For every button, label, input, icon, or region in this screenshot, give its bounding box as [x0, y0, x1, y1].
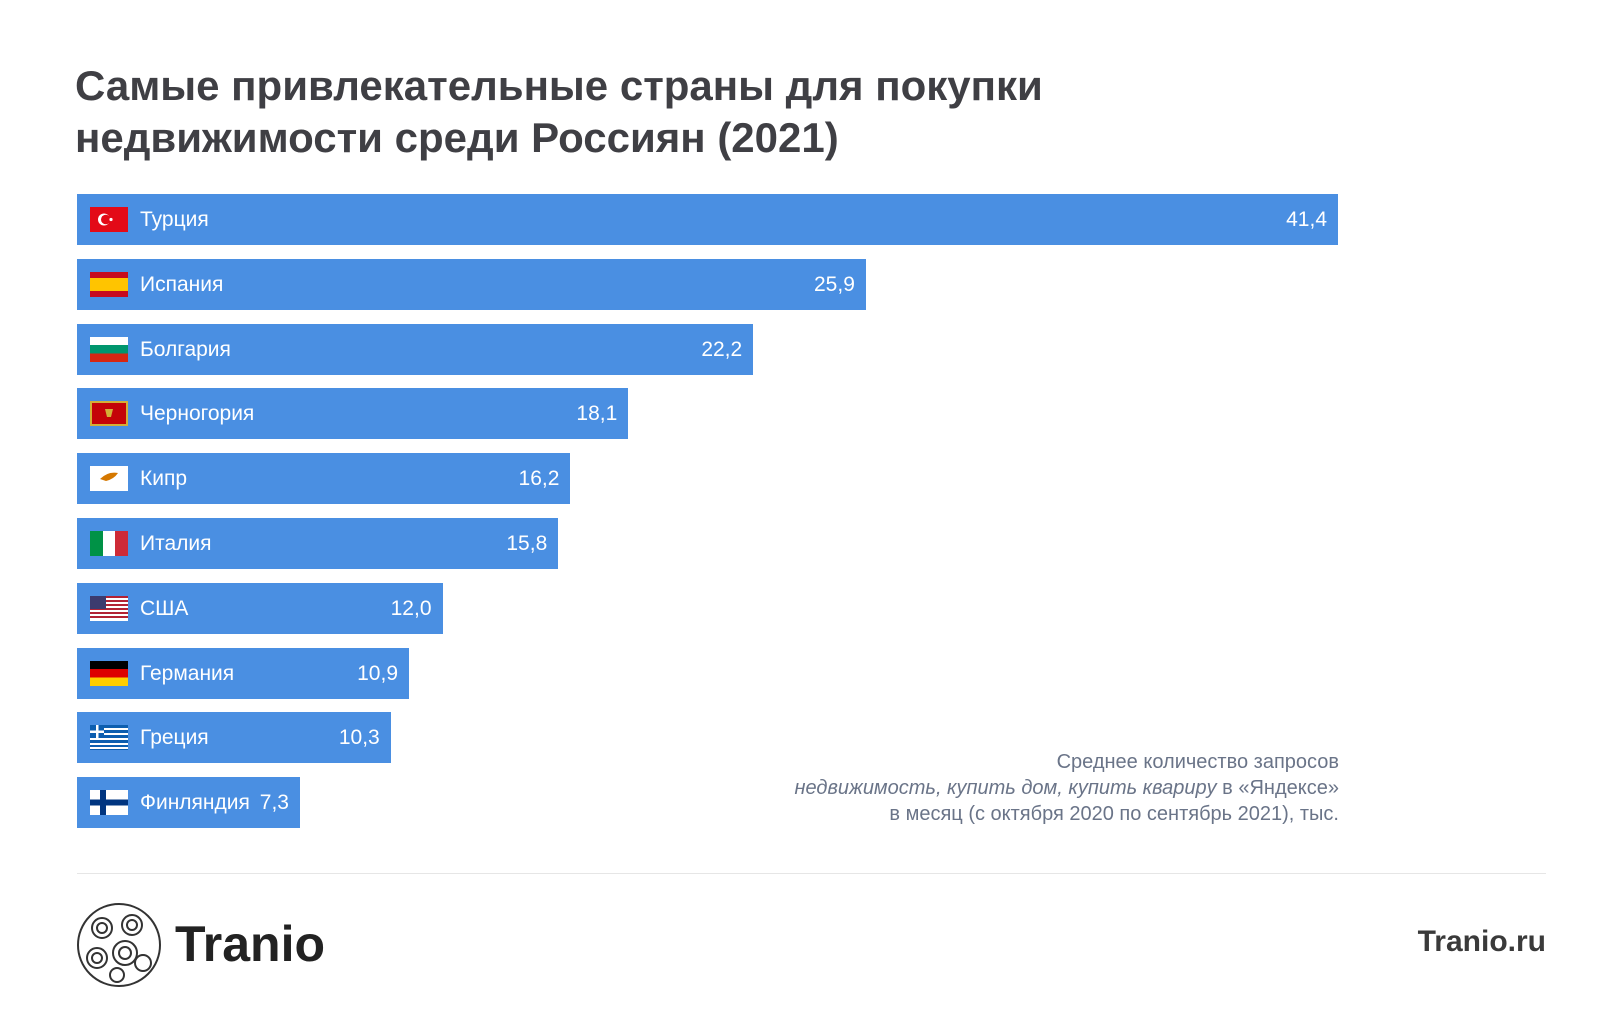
bar: Черногория 18,1 [77, 388, 629, 440]
bar-value: 7,3 [259, 791, 289, 815]
bar-label: Германия [140, 661, 235, 685]
site-link[interactable]: Tranio.ru [1417, 925, 1546, 958]
bar-value: 16,2 [518, 467, 560, 491]
bar-value: 18,1 [576, 402, 618, 426]
bar-label: Кипр [140, 467, 188, 491]
bar-value: 12,0 [390, 596, 432, 620]
bar-label: Болгария [140, 337, 231, 361]
usa-flag-icon [90, 595, 128, 621]
bar-label: Финляндия [140, 791, 250, 815]
bar: Финляндия 7,3 [77, 777, 300, 829]
bar-value: 41,4 [1286, 208, 1327, 231]
note-source: в «Яндексе» [1216, 777, 1339, 799]
bar: Турция 41,4 [77, 194, 1338, 245]
bar-value: 10,9 [357, 661, 398, 685]
bar: Кипр 16,2 [77, 453, 571, 505]
spain-flag-icon [90, 271, 128, 297]
bar-label: Испания [140, 272, 224, 296]
note-line-3: в месяц (с октября 2020 по сентябрь 2021… [889, 803, 1339, 825]
italy-flag-icon [90, 531, 128, 556]
germany-flag-icon [90, 660, 128, 686]
bar-label: Черногория [140, 402, 255, 426]
montenegro-flag-icon [90, 401, 128, 427]
bar: Болгария 22,2 [77, 323, 754, 375]
bar-label: Турция [140, 208, 209, 231]
bar-value: 22,2 [701, 337, 743, 361]
bulgaria-flag-icon [90, 336, 128, 362]
bar-value: 10,3 [338, 726, 380, 750]
note-queries: недвижимость, купить дом, купить кварирy [794, 777, 1217, 799]
chart-title: Самые привлекательные страны для покупки… [75, 62, 1043, 161]
bar-label: США [140, 596, 189, 620]
finland-flag-icon [90, 790, 128, 816]
bar-label: Италия [140, 532, 212, 555]
divider [77, 873, 1546, 874]
tranio-logo-icon [77, 903, 161, 987]
bar-value: 15,8 [506, 532, 548, 555]
brand-name: Tranio [175, 916, 326, 972]
bar: Италия 15,8 [77, 518, 559, 569]
bar: Германия 10,9 [77, 647, 409, 699]
note-line-1: Среднее количество запросов [1056, 751, 1339, 773]
greece-flag-icon [90, 725, 128, 751]
bar-label: Греция [140, 726, 209, 750]
bar: Греция 10,3 [77, 712, 391, 764]
note-line-2: недвижимость, купить дом, купить кварирy… [795, 775, 1339, 801]
bar: Испания 25,9 [77, 258, 866, 310]
turkey-flag-icon [90, 207, 128, 232]
bar-value: 25,9 [814, 272, 855, 296]
chart-note: Среднее количество запросов недвижимость… [795, 749, 1339, 827]
cyprus-flag-icon [90, 466, 128, 492]
bar: США 12,0 [77, 582, 443, 634]
